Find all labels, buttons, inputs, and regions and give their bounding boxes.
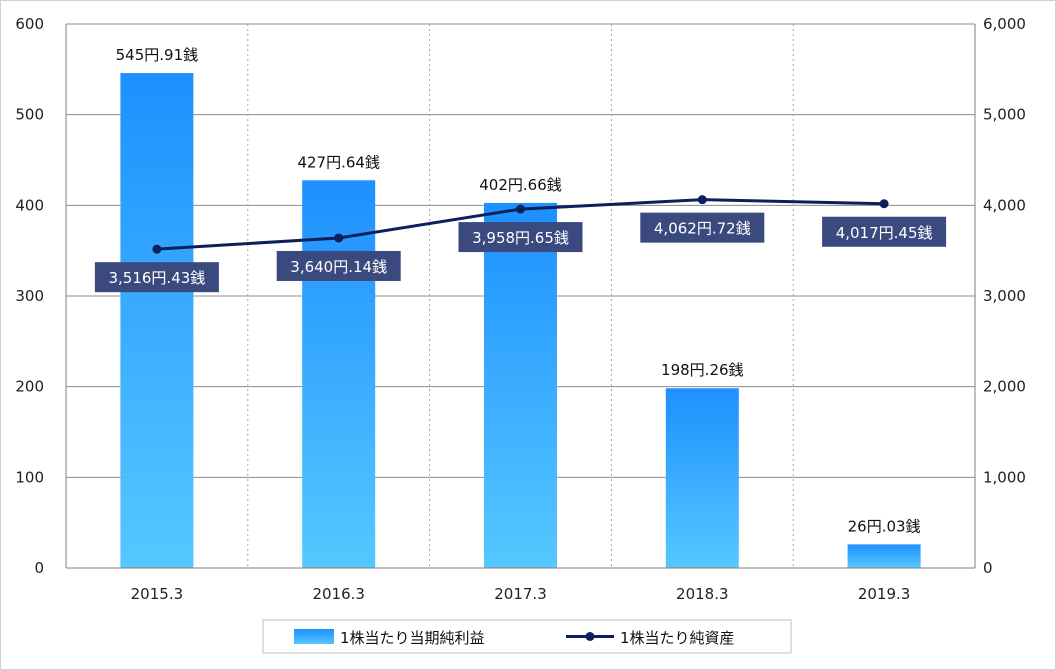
line-label-box: [458, 222, 583, 253]
bar: [665, 388, 739, 568]
x-tick-label: 2019.3: [858, 585, 911, 603]
y-right-tick-label: 5,000: [983, 106, 1026, 124]
bar-data-label: 198円.26銭: [661, 361, 744, 379]
line-series: [152, 195, 889, 254]
bar-data-label: 402円.66銭: [479, 176, 562, 194]
y-left-tick-label: 400: [15, 196, 44, 214]
y-right-tick-label: 4,000: [983, 196, 1026, 214]
legend-label: 1株当たり純資産: [620, 629, 735, 647]
bar: [302, 180, 376, 568]
y-right-tick-label: 3,000: [983, 287, 1026, 305]
bar-data-label: 427円.64銭: [297, 153, 380, 171]
y-left-tick-label: 0: [34, 559, 44, 577]
line-data-label: 3,516円.43銭: [108, 269, 205, 287]
y-left-tick-label: 200: [15, 378, 44, 396]
y-left-tick-label: 500: [15, 106, 44, 124]
x-tick-label: 2018.3: [676, 585, 729, 603]
line-point: [697, 195, 707, 205]
x-tick-label: 2016.3: [312, 585, 365, 603]
line-point: [516, 204, 525, 214]
y-left-tick-label: 100: [15, 468, 44, 486]
bar-data-label: 545円.91銭: [116, 46, 199, 64]
line-data-label: 3,958円.65銭: [472, 229, 569, 247]
line-label-box: [822, 216, 947, 247]
y-right-tick-label: 6,000: [983, 15, 1026, 33]
legend-label: 1株当たり当期純利益: [340, 629, 485, 647]
line-data-label: 3,640円.14銭: [290, 258, 387, 276]
legend-bar-swatch: [294, 629, 334, 644]
line-label-box: [640, 212, 765, 243]
line-data-label: 4,017円.45銭: [836, 224, 933, 242]
bar: [120, 73, 194, 569]
bar: [484, 202, 557, 568]
y-right-tick-label: 0: [983, 559, 993, 577]
legend-line-marker: [585, 632, 595, 641]
line-point: [152, 244, 162, 254]
axes: 0 100 200 300 400 500 600 0 1,000 2,000 3,000 4,000…: [15, 15, 1026, 603]
y-left-tick-label: 600: [15, 15, 44, 33]
y-right-tick-label: 1,000: [983, 468, 1026, 486]
bar-series: [120, 73, 921, 569]
y-left-tick-label: 300: [15, 287, 44, 305]
line-label-box: [276, 250, 401, 281]
bar: [847, 544, 921, 568]
legend: 1株当たり当期純利益 1株当たり純資産: [262, 619, 792, 654]
legend-box: [262, 619, 792, 654]
line-data-label: 4,062円.72銭: [654, 220, 751, 238]
line-label-box: [94, 262, 219, 293]
x-tick-label: 2015.3: [131, 585, 184, 603]
bar-data-label: 26円.03銭: [848, 517, 921, 535]
x-tick-label: 2017.3: [494, 585, 547, 603]
y-right-tick-label: 2,000: [983, 378, 1026, 396]
line-point: [334, 233, 344, 243]
data-labels: 545円.91銭 427円.64銭 402円.66銭 198円.26銭 26円.03銭 3…: [94, 46, 947, 535]
line-point: [879, 199, 889, 209]
